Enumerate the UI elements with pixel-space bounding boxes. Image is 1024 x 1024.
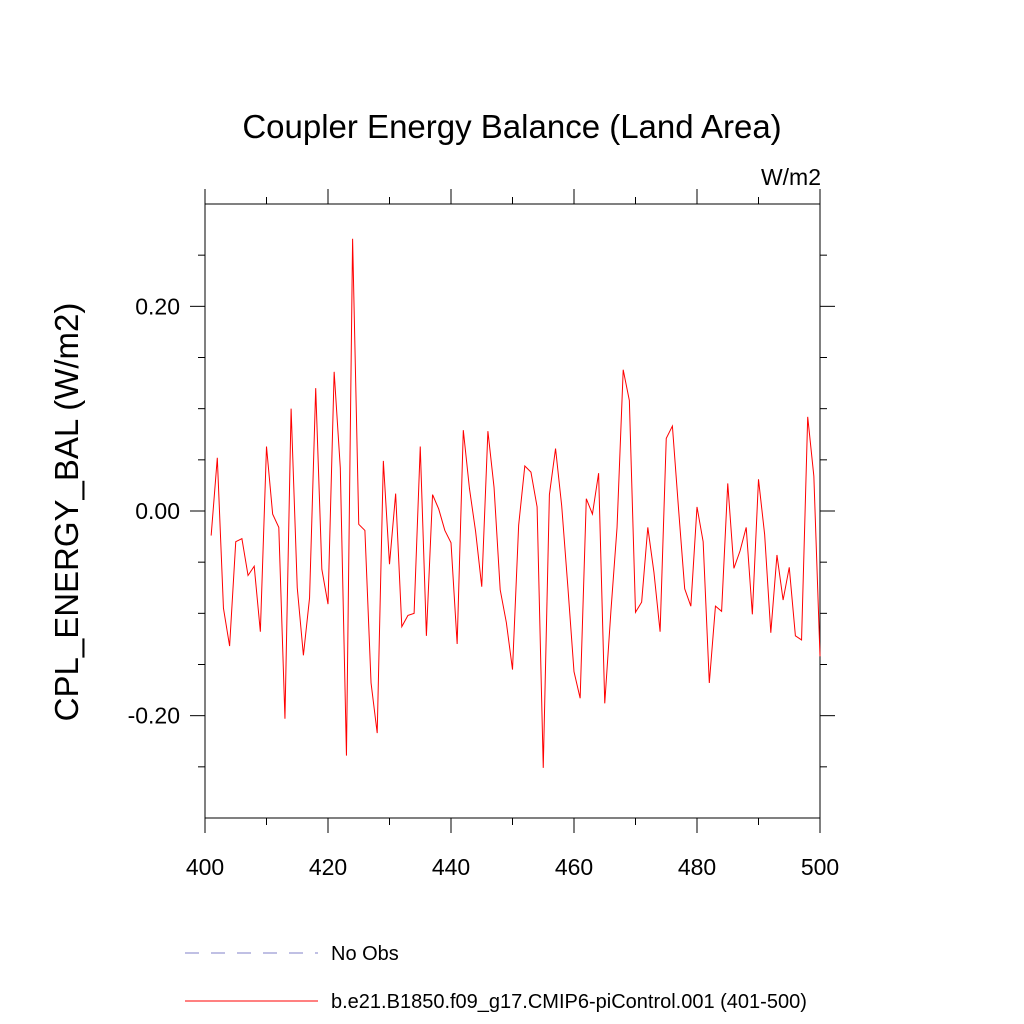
x-tick-label: 420 — [309, 854, 347, 880]
x-tick-label: 460 — [555, 854, 593, 880]
x-tick-label: 440 — [432, 854, 470, 880]
chart-title: Coupler Energy Balance (Land Area) — [242, 108, 781, 145]
series-line-0 — [210, 238, 821, 768]
y-axis-label: CPL_ENERGY_BAL (W/m2) — [48, 303, 85, 722]
legend-label-control-run: b.e21.B1850.f09_g17.CMIP6-piControl.001 … — [331, 991, 807, 1013]
axis-tick-labels: 400 420 440 460 480 500 -0.20 0.00 0.20 — [128, 293, 840, 880]
legend: No Obs b.e21.B1850.f09_g17.CMIP6-piContr… — [185, 943, 807, 1013]
plot-frame — [204, 203, 821, 819]
x-tick-label: 500 — [801, 854, 839, 880]
series-layer — [210, 238, 821, 768]
y-tick-label: 0.20 — [135, 293, 180, 319]
units-label: W/m2 — [761, 164, 821, 190]
y-tick-label: 0.00 — [135, 498, 180, 524]
y-tick-label: -0.20 — [128, 703, 180, 729]
x-tick-label: 400 — [186, 854, 224, 880]
legend-label-no-obs: No Obs — [331, 943, 399, 965]
axis-ticks — [190, 189, 835, 833]
x-tick-label: 480 — [678, 854, 716, 880]
